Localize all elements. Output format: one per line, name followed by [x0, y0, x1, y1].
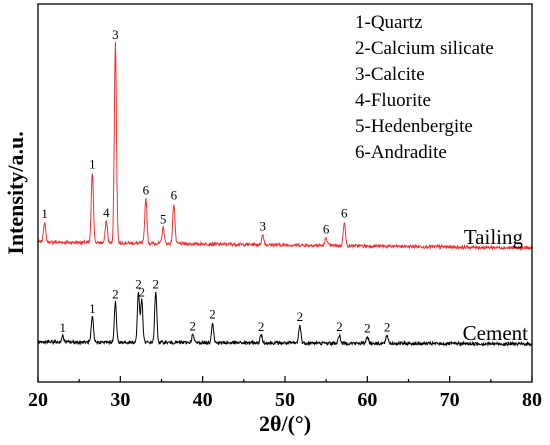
- peak-label: 2: [138, 284, 145, 299]
- series-labels: Tailing Cement: [463, 225, 528, 345]
- plot-frame: [37, 3, 533, 383]
- legend-entry: 1-Quartz: [355, 12, 423, 33]
- plot-lines: [37, 41, 533, 347]
- series-label-tailing: Tailing: [464, 225, 524, 249]
- peak-label: 1: [89, 157, 96, 172]
- x-tick-label: 60: [357, 389, 377, 411]
- peak-label: 6: [143, 182, 150, 197]
- legend-entry: 3-Calcite: [355, 64, 425, 85]
- peak-label: 2: [384, 319, 391, 334]
- peak-label: 1: [41, 206, 48, 221]
- series-label-cement: Cement: [463, 321, 528, 345]
- peak-label: 2: [209, 307, 216, 322]
- peak-label: 6: [341, 206, 348, 221]
- peak-label: 2: [152, 276, 159, 291]
- x-tick-label: 30: [110, 389, 130, 411]
- peak-label: 2: [336, 319, 343, 334]
- peak-label: 2: [135, 276, 142, 291]
- series-line-tailing: [37, 41, 533, 252]
- peak-label: 4: [103, 205, 110, 220]
- peak-label: 1: [89, 301, 96, 316]
- legend-entry: 5-Hedenbergite: [355, 116, 473, 137]
- legend-entry: 2-Calcium silicate: [355, 38, 494, 59]
- series-line-cement: [37, 291, 533, 347]
- legend: 1-Quartz 2-Calcium silicate 3-Calcite 4-Flu…: [355, 12, 494, 163]
- peak-label: 2: [112, 286, 119, 301]
- x-tick-label: 80: [522, 389, 542, 411]
- x-tick-label: 70: [440, 389, 460, 411]
- peak-label: 2: [364, 320, 371, 335]
- peak-label: 2: [297, 309, 304, 324]
- peak-label: 6: [171, 188, 178, 203]
- peak-label: 3: [112, 27, 119, 42]
- peak-label: 1: [59, 320, 66, 335]
- x-axis-title: 2θ/(°): [259, 411, 311, 436]
- peak-label: 5: [160, 212, 167, 227]
- x-axis-ticks: 20 30 40 50 60 70 80: [28, 376, 542, 411]
- peak-label: 2: [258, 319, 265, 334]
- x-tick-label: 50: [275, 389, 295, 411]
- peak-label: 6: [323, 222, 330, 237]
- legend-entry: 4-Fluorite: [355, 90, 431, 111]
- peak-label: 2: [190, 319, 197, 334]
- y-axis-title: Intensity/a.u.: [3, 131, 28, 254]
- peak-label: 3: [260, 219, 267, 234]
- x-tick-label: 20: [28, 389, 48, 411]
- x-tick-label: 40: [193, 389, 213, 411]
- legend-entry: 6-Andradite: [355, 142, 447, 163]
